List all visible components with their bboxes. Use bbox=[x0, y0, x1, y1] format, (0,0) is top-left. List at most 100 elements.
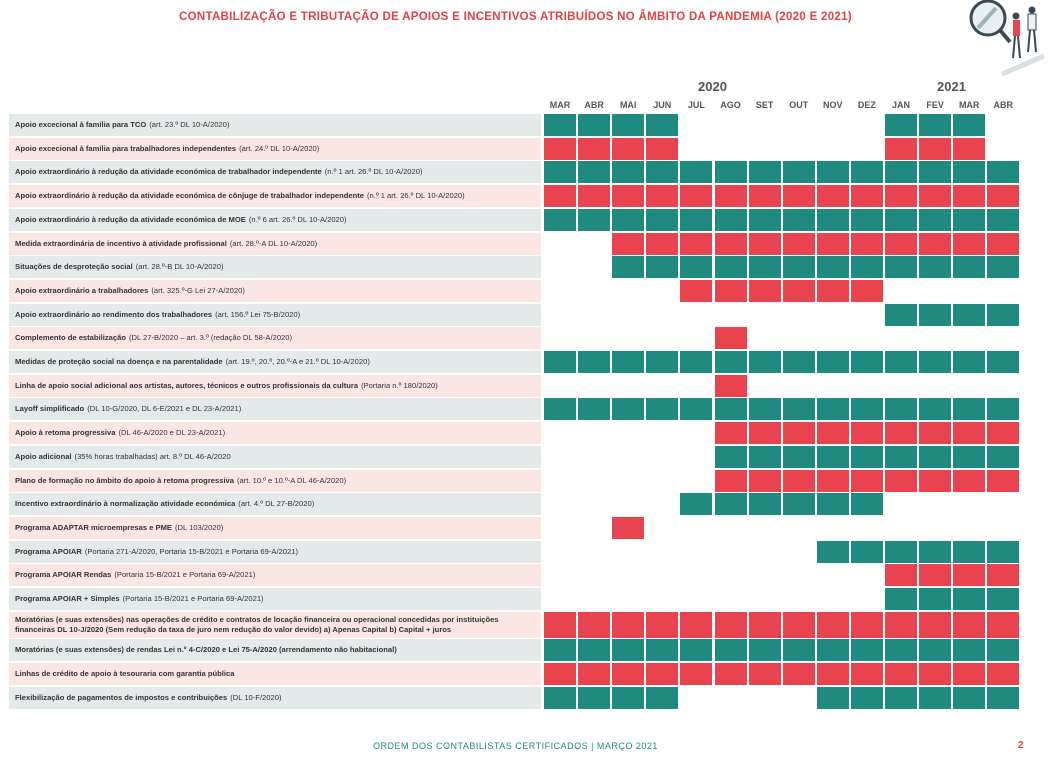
period-cell bbox=[714, 422, 747, 445]
period-cell bbox=[953, 686, 986, 709]
row-label: Layoff simplificado (DL 10-G/2020, DL 6-E… bbox=[9, 398, 541, 421]
period-cell bbox=[987, 540, 1020, 563]
period-cell bbox=[714, 327, 747, 350]
measure-name: Moratórias (e suas extensões) nas operaç… bbox=[15, 614, 499, 634]
period-cell bbox=[748, 469, 781, 492]
period-cell bbox=[612, 611, 645, 638]
period-cell bbox=[885, 422, 917, 445]
period-cell bbox=[782, 208, 815, 231]
period-cell bbox=[816, 232, 849, 255]
row-label: Apoio excecional à família para TCO (art.… bbox=[9, 114, 541, 136]
measure-reference: (n.º 1 art. 26.º DL 10-A/2020) bbox=[366, 191, 465, 201]
period-cell bbox=[919, 663, 952, 686]
period-cell bbox=[578, 208, 611, 231]
measure-reference: (Portaria 15-B/2021 e Portaria 69-A/2021… bbox=[114, 570, 256, 580]
period-cell bbox=[578, 663, 611, 686]
measure-reference: (art. 325.º-G Lei 27-A/2020) bbox=[151, 285, 245, 295]
period-cell bbox=[919, 639, 952, 662]
period-cell bbox=[885, 256, 917, 279]
measure-reference: (Portaria 271-A/2020, Portaria 15-B/2021… bbox=[84, 546, 298, 556]
period-cell bbox=[885, 686, 917, 709]
period-cell bbox=[748, 279, 781, 302]
period-cell bbox=[816, 469, 849, 492]
period-cell bbox=[646, 185, 679, 208]
month-label: ABR bbox=[584, 100, 604, 110]
period-cell bbox=[987, 639, 1020, 662]
row-label: Apoio extraordinário à redução da ativid… bbox=[9, 161, 541, 184]
row-label: Moratórias (e suas extensões) de rendas … bbox=[9, 639, 541, 662]
row-label: Apoio extraordinário à redução da ativid… bbox=[9, 185, 541, 208]
period-cell bbox=[850, 469, 883, 492]
row-label: Programa ADAPTAR microempresas e PME (DL … bbox=[9, 516, 541, 539]
period-cell bbox=[782, 398, 815, 421]
period-cell bbox=[919, 256, 952, 279]
period-cell bbox=[612, 114, 645, 136]
period-cell bbox=[919, 137, 952, 160]
period-cell bbox=[782, 161, 815, 184]
period-cell bbox=[885, 185, 917, 208]
measure-reference: (n.º 6 art. 26.º DL 10-A/2020) bbox=[248, 214, 347, 224]
period-cell bbox=[919, 564, 952, 587]
period-cell bbox=[544, 398, 576, 421]
measure-reference: (art. 19.º, 20.º, 20.º-A e 21.º DL 10-A/… bbox=[225, 357, 370, 366]
period-cell bbox=[646, 351, 679, 373]
measure-reference: (art. 24.º DL 10-A/2020) bbox=[239, 143, 320, 153]
measure-name: Apoio extraordinário à redução da ativid… bbox=[15, 214, 246, 224]
month-label: JUL bbox=[687, 100, 705, 110]
period-cell bbox=[953, 256, 986, 279]
period-cell bbox=[646, 639, 679, 662]
measure-name: Apoio excecional à família para TCO bbox=[15, 120, 147, 129]
period-cell bbox=[680, 639, 713, 662]
period-cell bbox=[850, 445, 883, 468]
period-cell bbox=[919, 232, 952, 255]
period-cell bbox=[748, 422, 781, 445]
period-cell bbox=[885, 445, 917, 468]
month-label: JAN bbox=[891, 100, 910, 110]
period-cell bbox=[612, 398, 645, 421]
period-cell bbox=[953, 422, 986, 445]
period-cell bbox=[680, 279, 713, 302]
measure-name: Apoio extraordinário à redução da ativid… bbox=[15, 167, 322, 177]
period-cell bbox=[782, 256, 815, 279]
period-cell bbox=[953, 445, 986, 468]
period-cell bbox=[850, 540, 883, 563]
period-cell bbox=[612, 137, 645, 160]
period-cell bbox=[714, 232, 747, 255]
period-cell bbox=[953, 639, 986, 662]
period-cell bbox=[987, 469, 1020, 492]
period-cell bbox=[919, 398, 952, 421]
magnifier-illustration-icon bbox=[969, 0, 1045, 77]
measure-name: Programa ADAPTAR microempresas e PME bbox=[15, 522, 172, 532]
period-cell bbox=[850, 256, 883, 279]
period-cell bbox=[850, 232, 883, 255]
period-cell bbox=[646, 611, 679, 638]
period-cell bbox=[850, 161, 883, 184]
period-cell bbox=[544, 639, 576, 662]
measure-reference: (art. 156.º Lei 75-B/2020) bbox=[215, 309, 301, 319]
period-cell bbox=[748, 232, 781, 255]
period-cell bbox=[987, 663, 1020, 686]
period-cell bbox=[544, 137, 576, 160]
period-cell bbox=[544, 351, 576, 373]
period-cell bbox=[885, 588, 917, 610]
period-cell bbox=[850, 422, 883, 445]
measure-name: Apoio extraordinário à redução da ativid… bbox=[15, 191, 364, 201]
period-cell bbox=[578, 639, 611, 662]
month-label: MAR bbox=[549, 100, 571, 110]
page-number: 2 bbox=[1018, 740, 1024, 751]
row-label: Apoio adicional (35% horas trabalhadas) a… bbox=[9, 445, 541, 468]
period-cell bbox=[816, 351, 849, 373]
measure-reference: (art. 10.º e 10.º-A DL 46-A/2020) bbox=[237, 475, 347, 485]
row-label: Flexibilização de pagamentos de impostos… bbox=[9, 686, 541, 709]
period-cell bbox=[612, 639, 645, 662]
row-label: Moratórias (e suas extensões) nas operaç… bbox=[9, 611, 541, 638]
period-cell bbox=[953, 398, 986, 421]
period-cell bbox=[816, 161, 849, 184]
period-cell bbox=[748, 493, 781, 516]
period-cell bbox=[782, 279, 815, 302]
measure-reference: (DL 103/2020) bbox=[175, 522, 224, 532]
period-cell bbox=[544, 208, 576, 231]
period-cell bbox=[646, 398, 679, 421]
measure-reference: (art. 28.º-B DL 10-A/2020) bbox=[135, 262, 224, 272]
measure-name: Moratórias (e suas extensões) de rendas … bbox=[15, 645, 397, 655]
